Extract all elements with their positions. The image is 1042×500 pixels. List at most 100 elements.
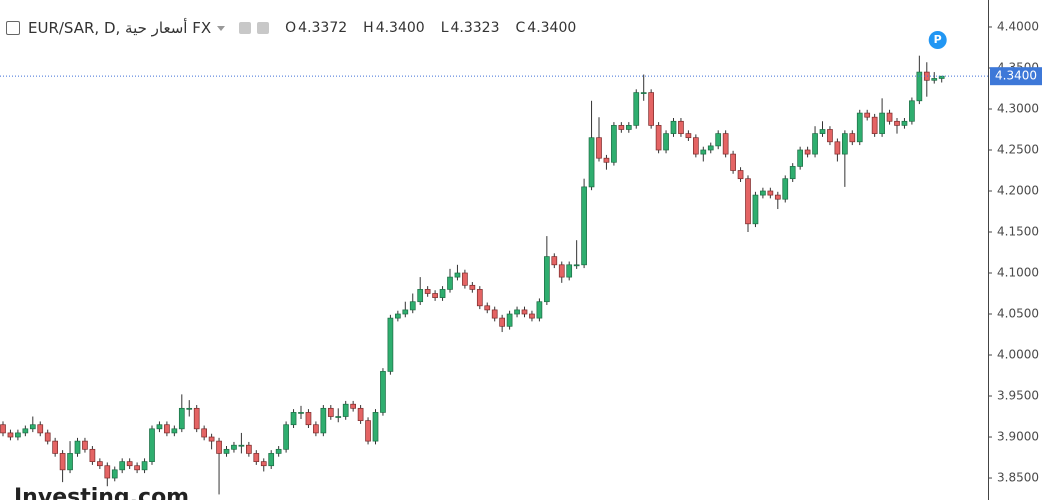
candle-body: [864, 112, 871, 118]
candle-body: [126, 461, 133, 467]
candle: [611, 122, 617, 166]
candle-body: [439, 289, 446, 298]
candle: [819, 121, 826, 137]
candle: [752, 191, 759, 228]
candle-body: [782, 178, 789, 200]
candle-body: [692, 137, 699, 155]
candle: [22, 425, 29, 437]
dropdown-caret[interactable]: [217, 25, 226, 31]
candle-body: [648, 92, 655, 126]
chart-title: EUR/SAR, D, أسعار حية FX: [28, 19, 212, 37]
candle: [432, 290, 438, 301]
badge-label: P: [934, 33, 942, 46]
y-tick-label: 4.2000: [997, 183, 1039, 197]
candle: [260, 458, 267, 472]
candle: [231, 441, 237, 453]
candle-body: [514, 309, 520, 315]
ohlc-label: L: [440, 20, 449, 36]
candle-body: [737, 170, 744, 180]
candle-body: [678, 120, 684, 134]
candle-body: [387, 317, 394, 372]
candle-body: [618, 125, 625, 130]
candle-body: [141, 461, 148, 471]
candle: [506, 310, 513, 330]
candle: [424, 286, 431, 297]
candle-body: [462, 272, 468, 286]
candle: [246, 441, 252, 457]
candle: [864, 109, 871, 121]
candle: [238, 432, 245, 454]
last-price-label: 4.3400: [995, 69, 1037, 83]
y-tick-label: 3.8500: [997, 471, 1039, 485]
candle-body: [894, 120, 900, 126]
candle-body: [134, 465, 140, 471]
candle: [648, 89, 655, 129]
candle: [74, 437, 81, 457]
candle: [372, 409, 379, 445]
candle-body: [29, 424, 36, 430]
candle-body: [834, 141, 841, 155]
candle: [462, 269, 468, 289]
candle: [938, 75, 945, 83]
settings-icon[interactable]: [257, 22, 270, 34]
candle: [573, 240, 580, 269]
eye-icon[interactable]: [239, 22, 252, 34]
candle-body: [745, 178, 751, 225]
candle-body: [82, 440, 88, 450]
candle-body: [342, 403, 349, 417]
candle-body: [305, 412, 312, 426]
candle-body: [327, 407, 334, 417]
candle-body: [581, 186, 587, 266]
candle-body: [164, 424, 170, 434]
candle: [491, 306, 498, 322]
candle: [37, 421, 44, 437]
candle-body: [521, 309, 528, 315]
candle-body: [59, 453, 66, 471]
candle: [119, 458, 126, 474]
candle-body: [7, 432, 14, 438]
candle: [745, 175, 751, 232]
candle-body: [931, 78, 938, 81]
candle: [313, 421, 319, 437]
candle: [782, 175, 789, 203]
candle-body: [67, 453, 73, 471]
candle-body: [752, 194, 759, 225]
candle-body: [447, 276, 453, 290]
candle-body: [186, 407, 193, 410]
candle: [640, 74, 647, 101]
candle: [536, 298, 543, 322]
candle: [692, 134, 699, 158]
candle-body: [417, 289, 424, 303]
candle-body: [409, 301, 416, 311]
candle-body: [253, 453, 260, 462]
candle-body: [402, 309, 409, 315]
candle: [551, 253, 558, 269]
candle: [812, 126, 818, 158]
candle-body: [0, 424, 6, 434]
candle-body: [119, 461, 126, 471]
candle-body: [96, 461, 103, 467]
candle: [402, 301, 409, 318]
candle: [804, 146, 811, 158]
candle: [67, 441, 73, 474]
candle-body: [380, 371, 386, 413]
ohlc-item: C 4.3400: [514, 20, 577, 36]
candle-body: [700, 149, 707, 155]
candle-body: [849, 133, 856, 143]
candle-body: [566, 264, 573, 278]
candle-body: [938, 75, 945, 79]
candle-body: [633, 92, 640, 126]
collapse-icon[interactable]: [6, 21, 20, 35]
candle-body: [886, 112, 893, 122]
y-tick-label: 4.0500: [997, 307, 1039, 321]
y-tick-label: 4.0000: [997, 348, 1039, 362]
last-price-box: [990, 67, 1042, 86]
candle-body: [663, 133, 669, 151]
y-tick-label: 4.3000: [997, 101, 1039, 115]
candle-body: [603, 157, 610, 163]
candle-body: [722, 133, 729, 155]
candle: [901, 118, 908, 129]
candle: [722, 130, 729, 158]
candle: [700, 146, 707, 162]
